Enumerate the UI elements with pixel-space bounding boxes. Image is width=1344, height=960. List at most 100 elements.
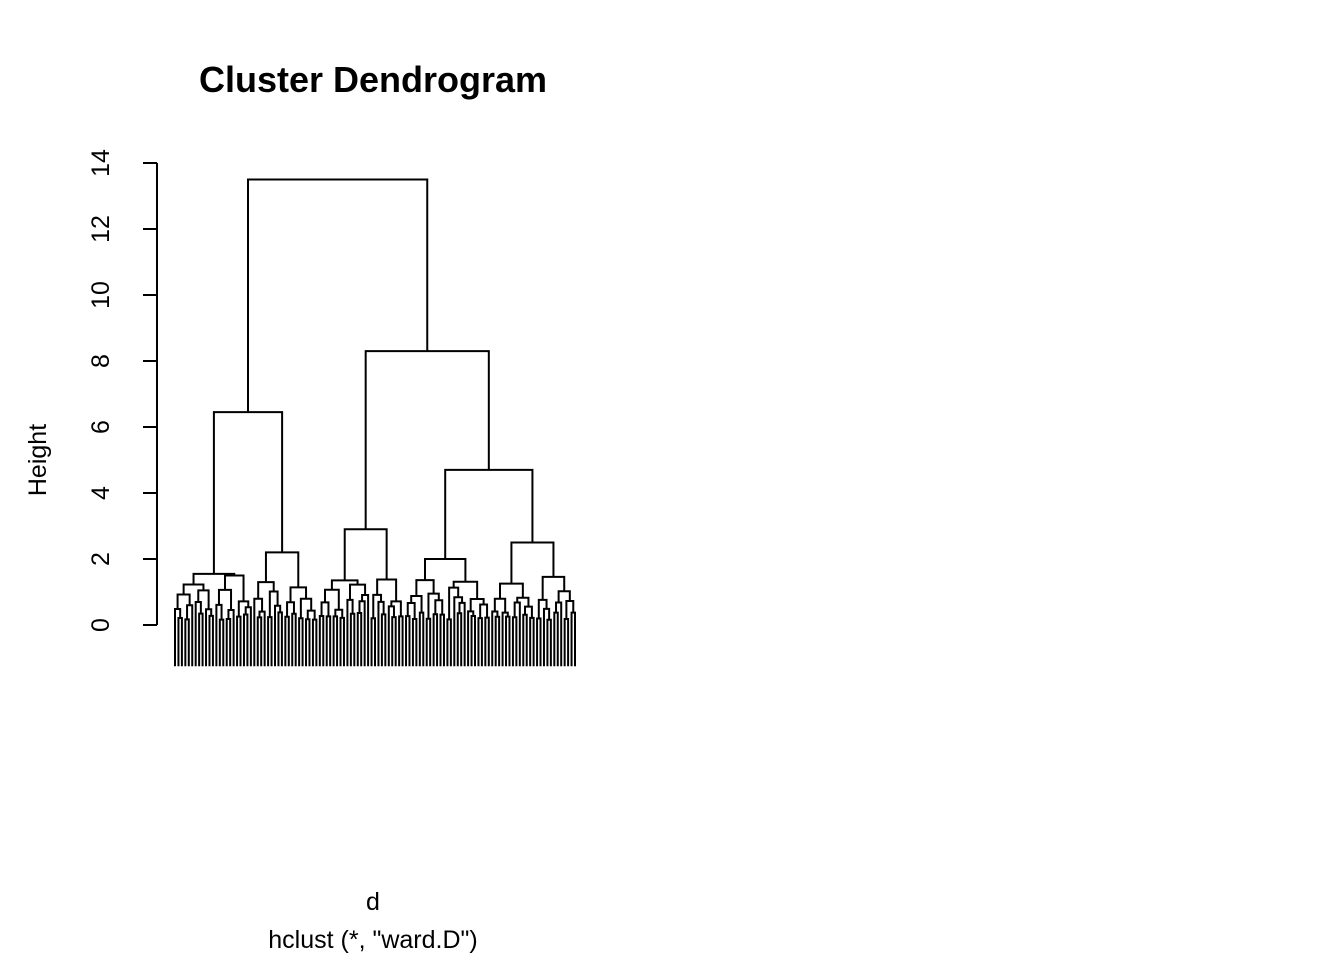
dendrogram-link (524, 605, 533, 618)
dendrogram-link (434, 599, 444, 615)
dendrogram-link (425, 617, 432, 667)
dendrogram-link (376, 578, 398, 602)
dendrogram-link (415, 579, 435, 597)
dendrogram-link (284, 615, 290, 667)
dendrogram-link (536, 617, 542, 667)
dendrogram-link (391, 616, 397, 667)
dendrogram-link (370, 617, 376, 667)
dendrogram-link (197, 589, 210, 610)
chart-subtitle: hclust (*, "ward.D") (268, 926, 477, 954)
dendrogram-link (479, 603, 489, 619)
dendrogram-link (198, 612, 204, 667)
dendrogram-link (332, 615, 339, 667)
dendrogram-link (320, 601, 330, 617)
dendrogram-link (299, 597, 313, 619)
dendrogram-link (227, 608, 235, 667)
dendrogram-link (218, 618, 225, 667)
dendrogram-link (306, 609, 316, 620)
dendrogram-link (411, 618, 418, 667)
y-axis: 0 2 4 6 8 10 12 14 (87, 149, 158, 632)
dendrogram-link (398, 615, 404, 667)
y-tick-label: 14 (87, 149, 115, 177)
y-tick-label: 2 (87, 552, 115, 566)
dendrogram-link (372, 593, 383, 619)
dendrogram-link (242, 613, 249, 667)
dendrogram-link (244, 606, 252, 667)
dendrogram-link (289, 586, 308, 603)
dendrogram-link (491, 610, 499, 667)
dendrogram-link (553, 611, 559, 667)
dendrogram-link (247, 178, 429, 413)
dendrogram-link (499, 582, 524, 599)
dendrogram-link (236, 615, 242, 667)
dendrogram-link (546, 618, 552, 667)
dendrogram-link (380, 613, 387, 667)
dendrogram-link (557, 590, 571, 603)
dendrogram-link (225, 618, 232, 667)
dendrogram-link (405, 615, 411, 667)
dendrogram-link (522, 613, 528, 667)
dendrogram-link (511, 616, 518, 667)
dendrogram-link (339, 616, 345, 667)
dendrogram-tree (174, 178, 576, 667)
dendrogram-link (424, 558, 467, 582)
dendrogram-link (494, 615, 501, 667)
dendrogram-link (277, 611, 283, 667)
dendrogram-link (410, 595, 423, 613)
dendrogram-link (364, 350, 490, 530)
dendrogram-link (184, 618, 190, 667)
dendrogram-link (349, 612, 356, 667)
dendrogram-link (356, 611, 363, 667)
dendrogram-link (484, 616, 490, 667)
dendrogram-link (298, 617, 304, 667)
dendrogram-link (513, 601, 521, 667)
x-axis-label: d (366, 888, 380, 916)
y-tick-label: 8 (87, 354, 115, 368)
dendrogram-link (470, 615, 476, 667)
dendrogram-link (570, 611, 576, 667)
dendrogram-link (311, 618, 318, 667)
dendrogram-link (529, 616, 535, 667)
dendrogram-link (505, 615, 511, 667)
dendrogram-link (257, 581, 275, 599)
dendrogram-link (477, 617, 483, 667)
y-axis-label: Height (24, 424, 52, 496)
y-tick-label: 0 (87, 618, 115, 632)
dendrogram-link (267, 616, 273, 667)
dendrogram-link (334, 608, 344, 618)
y-tick-label: 6 (87, 420, 115, 434)
dendrogram-link (456, 612, 463, 667)
dendrogram-link (346, 598, 354, 667)
dendrogram-link (256, 616, 263, 667)
dendrogram-link (563, 618, 570, 667)
dendrogram-link (418, 611, 425, 667)
dendrogram-link (177, 617, 183, 667)
dendrogram-link (205, 608, 213, 667)
dendrogram-link (325, 615, 332, 667)
dendrogram-link (432, 613, 439, 667)
dendrogram-link (555, 601, 563, 667)
dendrogram-link (427, 592, 440, 619)
dendrogram-link (217, 588, 233, 610)
dendrogram-link (343, 528, 388, 581)
y-tick-label: 4 (87, 486, 115, 500)
dendrogram-link (305, 618, 311, 667)
chart-title: Cluster Dendrogram (199, 59, 547, 100)
dendrogram-link (444, 468, 534, 559)
y-tick-label: 10 (87, 281, 115, 309)
dendrogram-link (186, 604, 194, 667)
dendrogram-link (208, 614, 214, 667)
dendrogram-link (541, 575, 566, 600)
dendrogram-link (212, 411, 284, 574)
dendrogram-link (390, 600, 402, 617)
dendrogram-link (330, 579, 359, 590)
dendrogram-link (268, 590, 279, 618)
dendrogram-link (439, 613, 445, 667)
y-tick-label: 12 (87, 215, 115, 243)
dendrogram-link (324, 588, 340, 610)
dendrogram-link (446, 618, 452, 667)
dendrogram-link (291, 612, 297, 667)
dendrogram-link (318, 614, 325, 667)
dendrogram-link (237, 600, 250, 617)
